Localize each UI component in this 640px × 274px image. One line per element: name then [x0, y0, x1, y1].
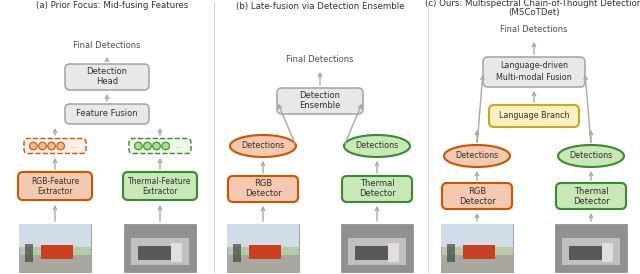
Text: RGB: RGB [468, 187, 486, 196]
FancyBboxPatch shape [24, 138, 86, 153]
Text: Language-driven: Language-driven [500, 61, 568, 70]
Text: Thermal: Thermal [360, 179, 394, 189]
Ellipse shape [344, 135, 410, 157]
FancyBboxPatch shape [233, 244, 241, 262]
Text: Detector: Detector [358, 190, 396, 198]
Text: Detector: Detector [459, 196, 495, 206]
FancyBboxPatch shape [131, 238, 189, 265]
FancyBboxPatch shape [19, 224, 91, 272]
FancyBboxPatch shape [342, 176, 412, 202]
Text: Detections: Detections [355, 141, 399, 150]
FancyBboxPatch shape [129, 138, 191, 153]
Text: Final Detections: Final Detections [500, 25, 568, 35]
FancyBboxPatch shape [227, 255, 299, 272]
Ellipse shape [558, 145, 624, 167]
Text: (c) Ours: Multispectral Chain-of-Thought Detection: (c) Ours: Multispectral Chain-of-Thought… [426, 0, 640, 8]
FancyBboxPatch shape [65, 104, 149, 124]
Circle shape [134, 142, 142, 150]
FancyBboxPatch shape [123, 172, 197, 200]
FancyBboxPatch shape [441, 255, 513, 272]
Circle shape [29, 142, 37, 150]
Circle shape [143, 142, 151, 150]
Ellipse shape [230, 135, 296, 157]
FancyBboxPatch shape [171, 243, 182, 262]
Text: Detections: Detections [570, 152, 612, 161]
FancyBboxPatch shape [388, 243, 399, 262]
Text: Detections: Detections [456, 152, 499, 161]
Text: Final Detections: Final Detections [286, 56, 354, 64]
Text: RGB: RGB [254, 179, 272, 189]
Text: Detections: Detections [241, 141, 285, 150]
Text: Detector: Detector [244, 190, 282, 198]
FancyBboxPatch shape [348, 238, 406, 265]
FancyBboxPatch shape [341, 224, 413, 272]
FancyBboxPatch shape [447, 244, 456, 262]
FancyBboxPatch shape [441, 224, 513, 247]
Text: Final Detections: Final Detections [73, 41, 141, 50]
FancyBboxPatch shape [570, 246, 605, 260]
FancyBboxPatch shape [228, 176, 298, 202]
FancyBboxPatch shape [124, 224, 196, 272]
Circle shape [153, 142, 161, 150]
FancyBboxPatch shape [18, 172, 92, 200]
FancyBboxPatch shape [463, 245, 495, 259]
FancyBboxPatch shape [277, 88, 363, 114]
FancyBboxPatch shape [19, 224, 91, 247]
FancyBboxPatch shape [248, 245, 281, 259]
Text: (MSCoTDet): (MSCoTDet) [508, 7, 560, 16]
Circle shape [38, 142, 46, 150]
FancyBboxPatch shape [138, 246, 174, 260]
FancyBboxPatch shape [442, 183, 512, 209]
FancyBboxPatch shape [25, 244, 33, 262]
Text: Feature Fusion: Feature Fusion [76, 110, 138, 118]
Circle shape [48, 142, 55, 150]
Text: Ensemble: Ensemble [300, 101, 340, 110]
Text: Detection: Detection [300, 92, 340, 101]
Text: (a) Prior Focus: Mid-fusing Features: (a) Prior Focus: Mid-fusing Features [36, 1, 188, 10]
Text: Extractor: Extractor [142, 187, 178, 196]
Text: Detection: Detection [86, 67, 127, 76]
Text: (b) Late-fusion via Detection Ensemble: (b) Late-fusion via Detection Ensemble [236, 1, 404, 10]
FancyBboxPatch shape [40, 245, 73, 259]
Ellipse shape [444, 145, 510, 167]
FancyBboxPatch shape [227, 224, 299, 247]
Text: ...: ... [175, 144, 181, 149]
Text: Thermal-Feature: Thermal-Feature [128, 176, 192, 185]
FancyBboxPatch shape [19, 255, 91, 272]
Text: RGB-Feature: RGB-Feature [31, 176, 79, 185]
FancyBboxPatch shape [555, 224, 627, 272]
FancyBboxPatch shape [556, 183, 626, 209]
FancyBboxPatch shape [355, 246, 392, 260]
Circle shape [162, 142, 170, 150]
FancyBboxPatch shape [602, 243, 612, 262]
Text: ...: ... [70, 144, 76, 149]
Text: Thermal: Thermal [573, 187, 608, 196]
FancyBboxPatch shape [227, 224, 299, 272]
FancyBboxPatch shape [441, 224, 513, 272]
Circle shape [57, 142, 65, 150]
Text: Detector: Detector [573, 196, 609, 206]
FancyBboxPatch shape [65, 64, 149, 90]
Text: Head: Head [96, 78, 118, 87]
FancyBboxPatch shape [483, 57, 585, 87]
FancyBboxPatch shape [562, 238, 620, 265]
FancyBboxPatch shape [489, 105, 579, 127]
Text: Language Branch: Language Branch [499, 112, 569, 121]
Text: Multi-modal Fusion: Multi-modal Fusion [496, 73, 572, 81]
Text: Extractor: Extractor [37, 187, 73, 196]
